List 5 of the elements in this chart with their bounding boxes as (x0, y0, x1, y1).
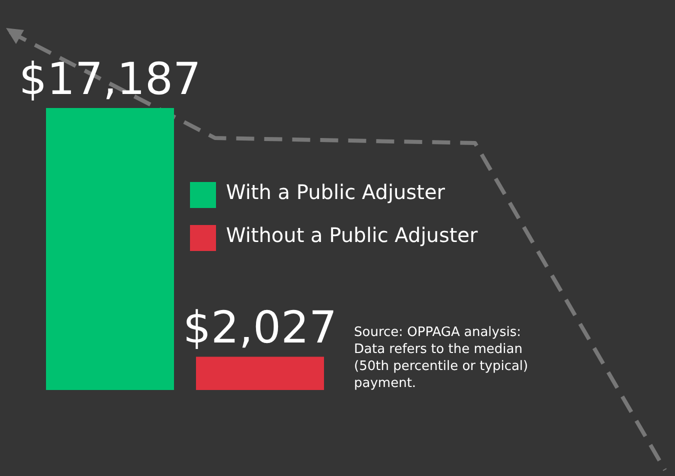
data-label: $17,187 (19, 54, 201, 105)
data-label: $2,027 (183, 302, 337, 354)
legend-label: With a Public Adjuster (226, 180, 445, 204)
legend-label: Without a Public Adjuster (226, 223, 478, 247)
source-note: Source: OPPAGA analysis: Data refers to the median (50th percentile or typical) payment. (354, 324, 530, 392)
